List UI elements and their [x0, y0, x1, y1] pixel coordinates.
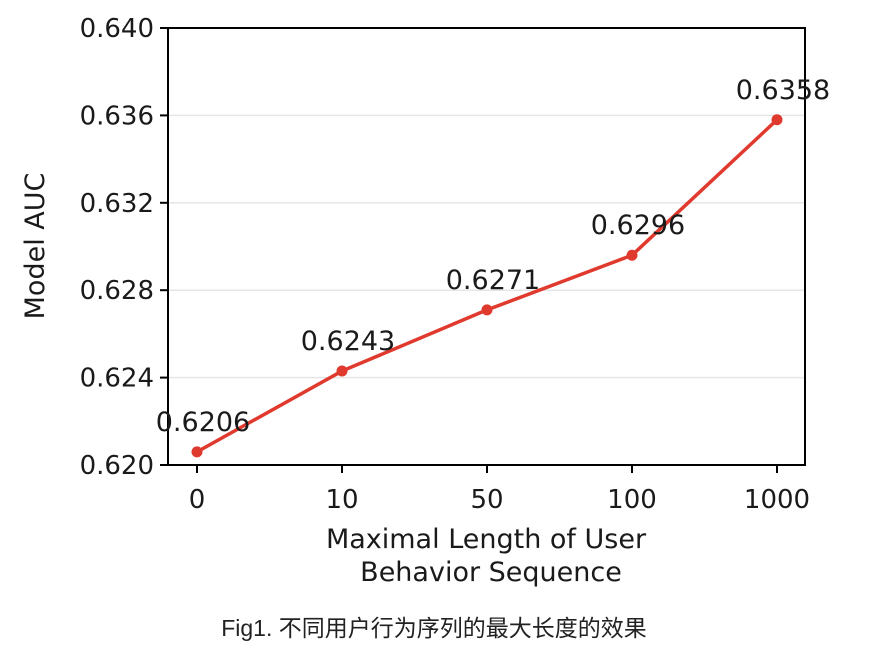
x-tick-label: 1000: [744, 485, 810, 515]
data-labels: 0.6206 0.6243 0.6271 0.6296 0.6358: [156, 75, 830, 438]
x-tick-label: 50: [470, 485, 503, 515]
grid-lines: [168, 114, 805, 379]
x-tick-label: 10: [325, 485, 358, 515]
y-axis-title: Model AUC: [20, 173, 51, 320]
data-label: 0.6296: [591, 210, 685, 241]
y-tick-label: 0.636: [80, 101, 154, 131]
x-axis-title-line-1: Maximal Length of User: [326, 524, 647, 555]
y-tick-label: 0.624: [80, 364, 154, 394]
series: [191, 114, 783, 458]
data-point: [336, 365, 348, 377]
data-point: [626, 249, 638, 261]
x-axis: 0 10 50 100 1000: [189, 465, 810, 515]
x-tick-label: 100: [607, 485, 657, 515]
data-label: 0.6206: [156, 407, 250, 438]
data-label: 0.6358: [736, 75, 830, 106]
data-label: 0.6271: [446, 265, 540, 296]
y-tick-label: 0.620: [80, 451, 154, 481]
data-point: [481, 304, 493, 316]
x-tick-label: 0: [189, 485, 206, 515]
figure-caption: Fig1. 不同用户行为序列的最大长度的效果: [221, 615, 647, 641]
y-tick-label: 0.640: [80, 14, 154, 44]
x-axis-title-line-2: Behavior Sequence: [360, 557, 622, 588]
y-tick-label: 0.632: [80, 189, 154, 219]
y-axis: 0.620 0.624 0.628 0.632 0.636 0.640: [80, 14, 168, 481]
data-point: [771, 114, 783, 126]
data-label: 0.6243: [301, 326, 395, 357]
plot-frame: [167, 27, 806, 466]
y-tick-label: 0.628: [80, 276, 154, 306]
data-point: [191, 446, 203, 458]
